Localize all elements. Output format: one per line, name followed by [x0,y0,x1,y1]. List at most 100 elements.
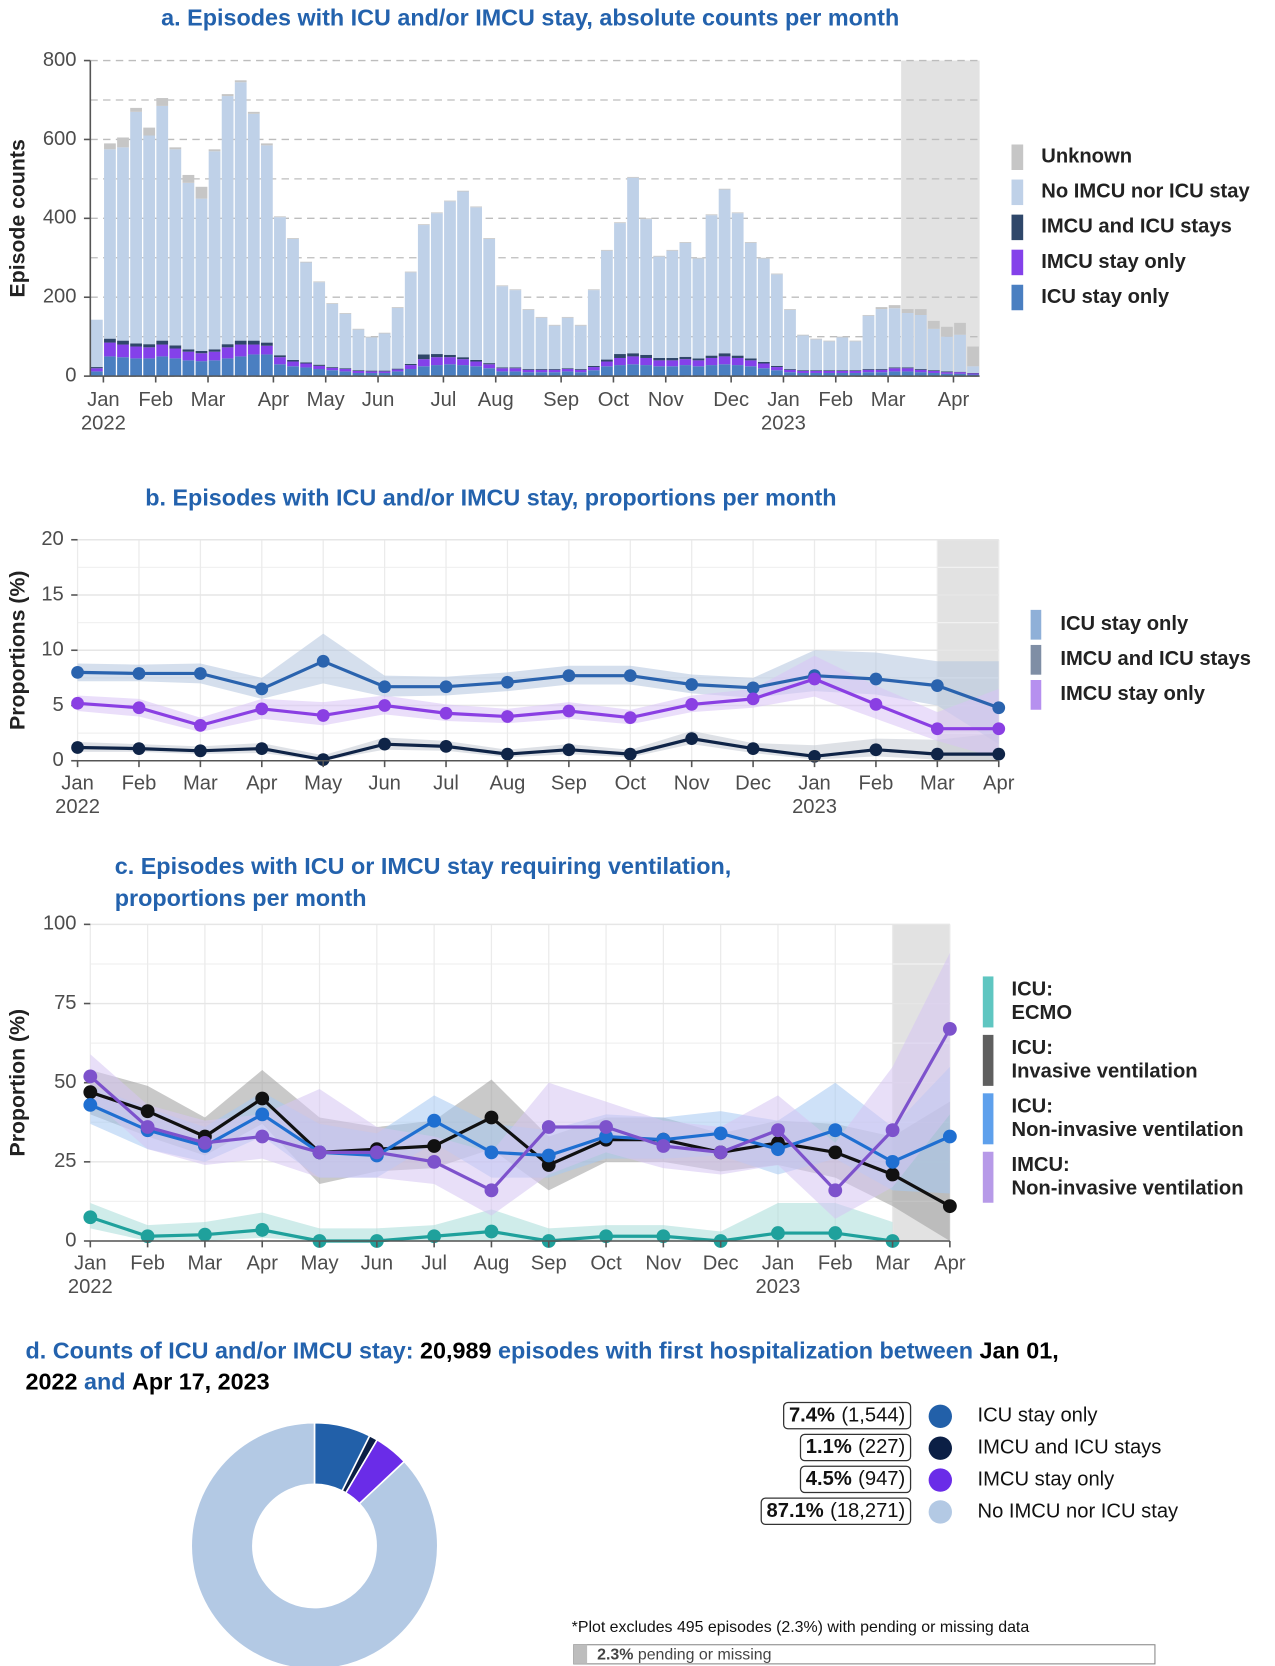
chart-title: 2022 and Apr 17, 2023 [26,1369,270,1395]
bar-segment [731,357,744,366]
bar-segment [339,313,352,369]
point [942,1021,957,1036]
bar-segment [339,371,352,377]
pending-shade [901,60,980,377]
pending-text: pending or missing [633,1647,771,1664]
legend-value: 7.4% (1,544) [789,1405,905,1427]
point [501,675,514,689]
point [427,1229,442,1244]
bar-segment [300,363,312,368]
bar-segment [522,309,535,370]
bar-segment [967,366,979,373]
bar-segment [365,337,378,371]
bar-segment [875,369,888,373]
y-tick-label: 75 [54,992,76,1014]
bar-segment [90,319,103,368]
bar-segment [941,336,953,372]
confidence-band [90,952,950,1219]
bar-segment [954,373,966,377]
bar-segment [522,372,535,377]
bar-segment [208,149,221,152]
bar-segment [941,372,953,374]
chart-title: proportions per month [115,885,367,911]
bar-segment [274,357,286,365]
bar-segment [90,371,103,377]
bar-segment [705,355,718,358]
bar-segment [378,332,391,334]
bar-segment [522,369,535,373]
x-tick-label: Feb [818,1253,853,1275]
legend-label: IMCU stay only [1060,683,1205,705]
bar-segment [640,357,653,366]
point [255,1107,270,1122]
title-part: episodes with first hospitalization betw… [491,1338,979,1364]
bar-segment [221,358,234,377]
bar-segment [574,369,587,373]
bar-segment [888,305,901,309]
point [885,1123,900,1138]
bar-segment [601,359,613,362]
legend-swatch [982,1034,994,1086]
bar-segment [234,356,247,377]
bar-segment [548,324,561,326]
bar-segment [627,353,639,357]
point [316,654,330,668]
x-tick-label: Feb [818,389,853,411]
x-tick-label: Mar [875,1253,910,1275]
legend-swatch [1011,179,1024,206]
x-tick-label: Dec [735,772,771,794]
point [439,706,453,720]
bar-segment [535,369,548,373]
bar-segment [247,111,260,114]
point [828,1226,843,1240]
point [685,678,699,691]
x-tick-label: Oct [598,389,630,411]
bar-segment [300,262,312,363]
bar-segment [313,365,326,370]
bar-segment [561,368,574,370]
bar-segment [208,349,221,352]
point [869,672,883,686]
x-tick-label: Jan [87,389,120,411]
bar-segment [692,360,705,367]
bar-segment [823,370,836,371]
point [255,742,269,755]
bar-segment [104,342,116,357]
bar-segment [810,370,823,373]
x-tick-label: Nov [674,772,711,794]
bar-segment [705,215,718,356]
bar-segment [548,369,561,370]
legend-swatch [982,976,994,1028]
bar-segment [771,367,783,371]
bar-segment [208,151,221,350]
legend-label: Unknown [1041,146,1132,168]
y-tick-label: 400 [43,207,77,229]
bar-segment [666,250,679,358]
bar-segment [718,356,731,365]
bar-segment [875,309,888,370]
bar-segment [378,371,391,373]
title-part: 2022 [26,1369,78,1395]
confidence-band [90,1203,893,1241]
bar-segment [326,370,339,377]
bar-segment [417,225,430,355]
bar-segment [287,366,299,377]
bar-segment [862,314,875,316]
legend-swatch [1011,214,1024,241]
bar-segment [313,281,326,283]
bar-segment [274,216,286,218]
bar-segment [823,372,836,377]
point [713,1145,728,1160]
bar-segment [875,307,888,310]
bar-segment [967,346,979,367]
bar-segment [430,354,443,358]
bar-segment [365,336,378,338]
bar-segment [731,212,744,214]
bar-segment [627,356,639,365]
bar-segment [352,329,365,371]
bar-segment [797,370,809,373]
bar-segment [888,308,901,368]
legend-label: IMCU stay only [1041,251,1186,273]
point [942,1129,957,1144]
